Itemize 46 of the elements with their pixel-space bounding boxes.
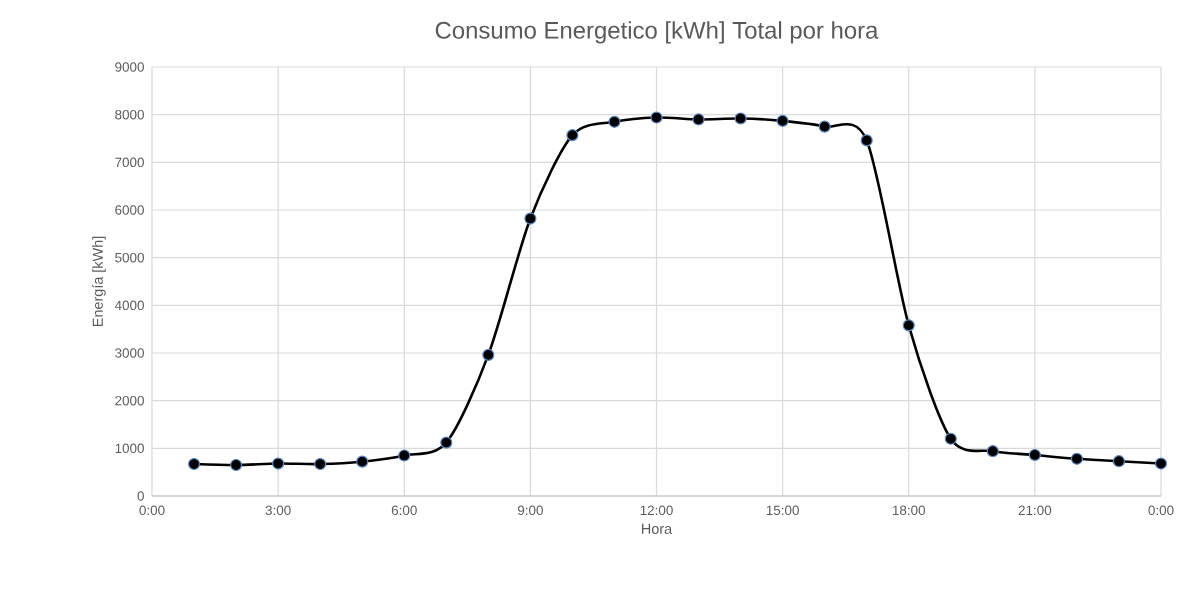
y-tick-label: 3000 — [115, 348, 144, 358]
point — [944, 432, 957, 445]
point — [1028, 448, 1041, 462]
point — [230, 458, 243, 472]
point — [1070, 452, 1083, 465]
y-tick-label: 5000 — [115, 252, 144, 263]
x-tick-label: 9:00 — [517, 505, 543, 516]
point — [482, 348, 495, 361]
y-tick-label: 0 — [137, 491, 144, 501]
y-axis-title: Energía [kWh] — [92, 236, 106, 327]
y-tick-label: 4000 — [114, 300, 144, 311]
point — [272, 457, 285, 470]
point — [818, 120, 831, 133]
x-tick-label: 6:00 — [391, 505, 417, 516]
x-axis-title: Hora — [642, 523, 673, 534]
point — [776, 114, 789, 127]
y-tick-label: 1000 — [115, 443, 144, 454]
point — [986, 445, 999, 458]
y-tick-label: 2000 — [115, 395, 144, 406]
x-tick-label: 3:00 — [265, 505, 291, 516]
point — [187, 457, 201, 471]
x-tick-label: 0:00 — [1148, 505, 1174, 516]
x-tick-label: 18:00 — [892, 505, 926, 516]
x-tick-label: 15:00 — [766, 505, 799, 516]
point — [902, 319, 915, 332]
point — [398, 449, 411, 462]
point — [1154, 457, 1168, 470]
point — [524, 212, 537, 225]
point — [734, 112, 747, 125]
point — [314, 457, 327, 471]
point — [566, 129, 579, 142]
x-tick-label: 12:00 — [640, 505, 673, 516]
point — [608, 115, 621, 128]
point — [692, 113, 705, 126]
y-tick-label: 7000 — [115, 157, 144, 168]
x-tick-label: 21:00 — [1018, 505, 1052, 516]
point — [650, 111, 663, 124]
y-tick-label: 8000 — [115, 109, 144, 120]
point — [440, 436, 453, 449]
y-tick-label: 9000 — [115, 62, 144, 72]
chart-title: Consumo Energetico [kWh] Total por hora — [435, 21, 879, 44]
y-tick-label: 6000 — [115, 205, 144, 215]
point — [1112, 455, 1126, 468]
point — [356, 455, 369, 468]
point — [860, 134, 873, 147]
x-tick-label: 0:00 — [139, 505, 165, 516]
